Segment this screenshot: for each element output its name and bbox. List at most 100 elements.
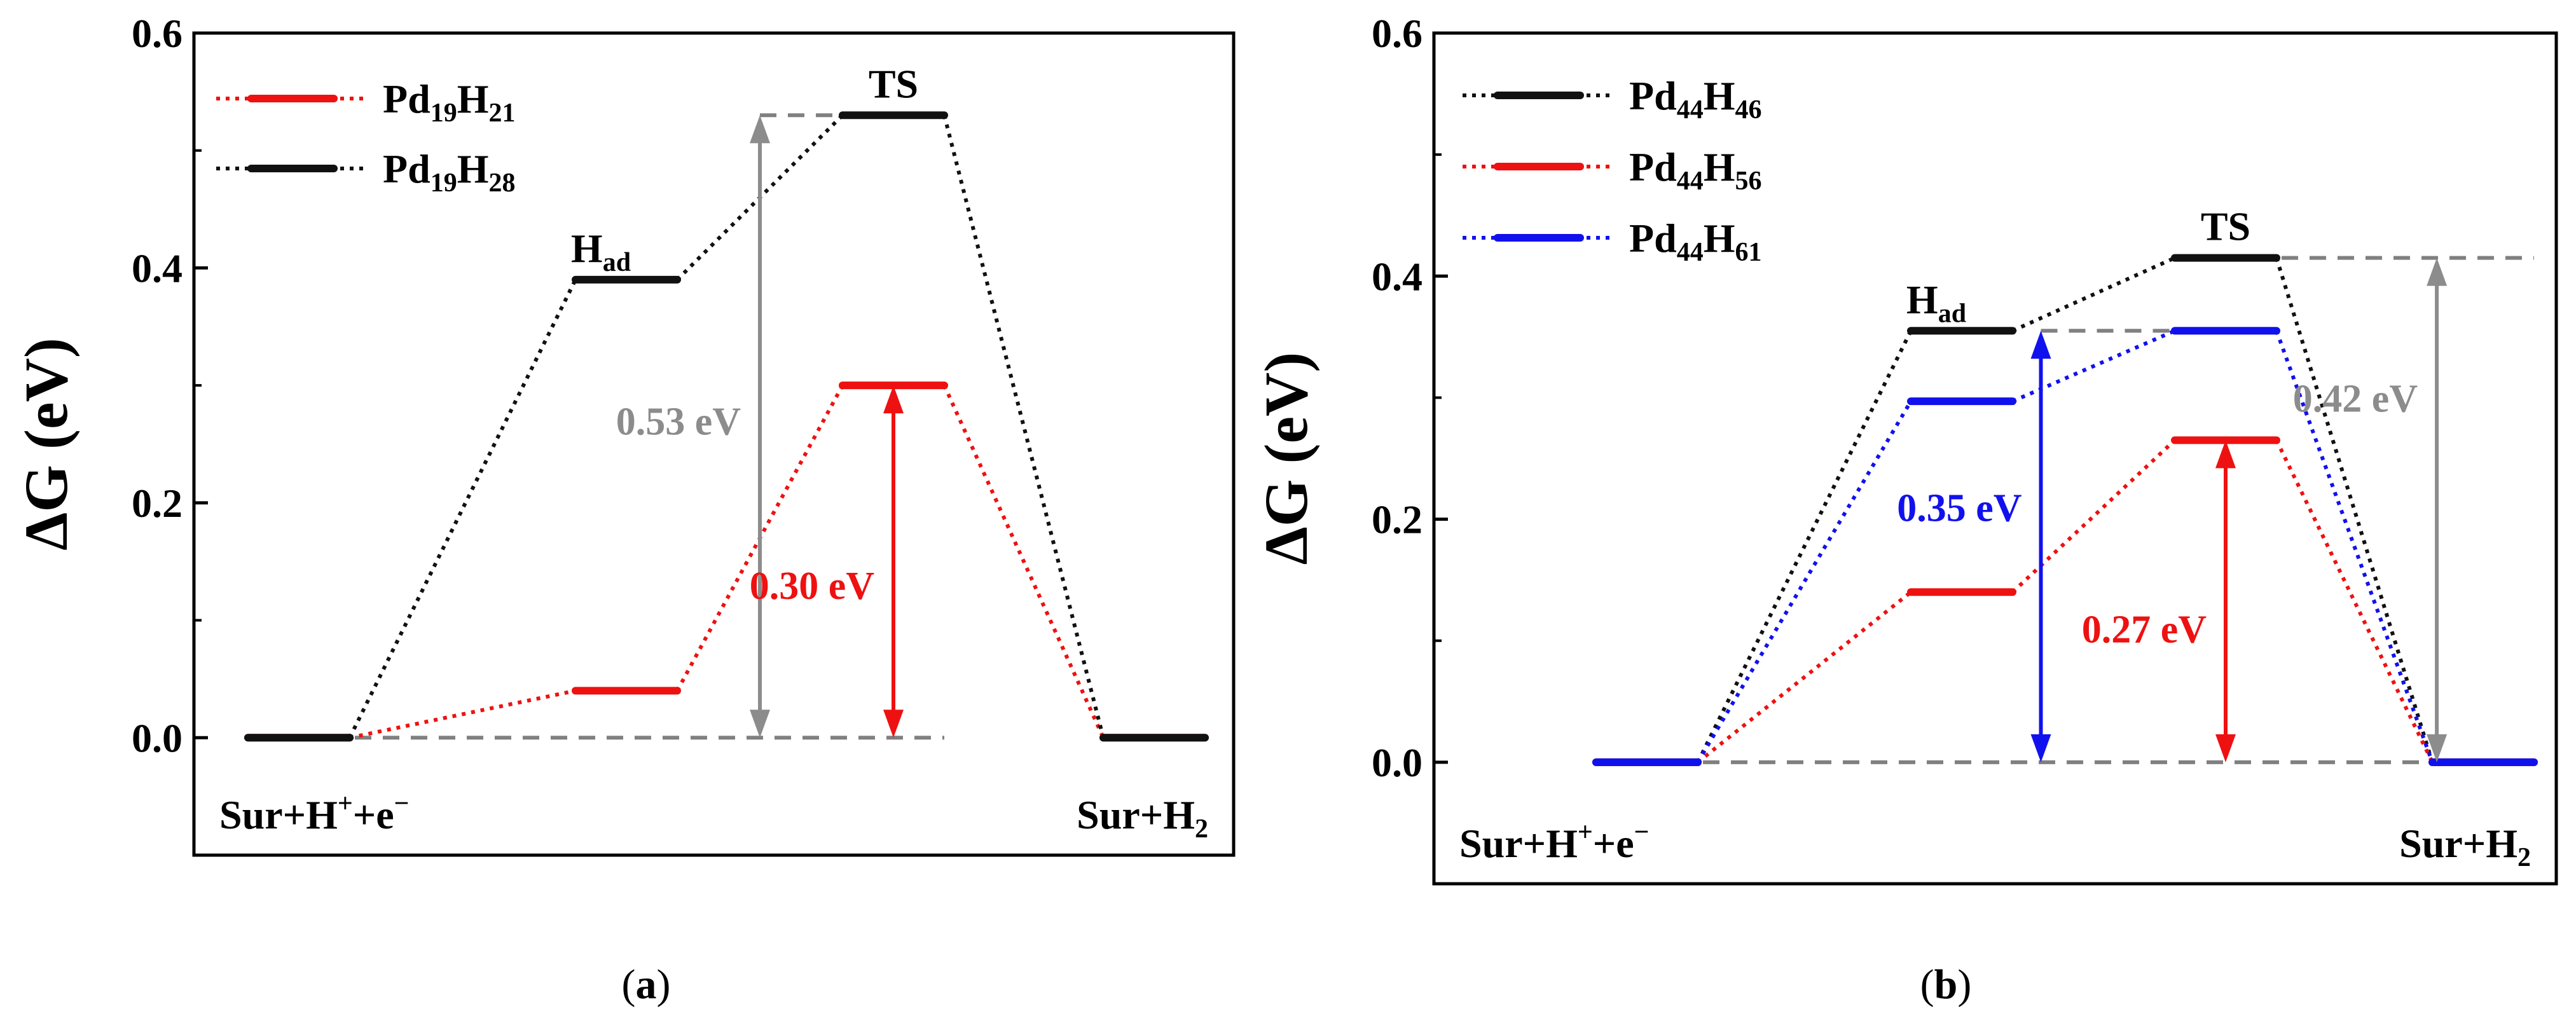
annotation-arrowhead-bottom xyxy=(750,710,770,738)
plot-frame xyxy=(1432,31,2558,886)
connector-Pd44H46 xyxy=(2275,257,2434,763)
annotation-label: 0.35 eV xyxy=(1897,486,2022,530)
state-label-initial-base: Sur+H xyxy=(219,792,338,837)
y-tick-label: 0.6 xyxy=(132,11,183,56)
panel-caption: (a) xyxy=(622,961,671,1008)
legend-label-sub1: 44 xyxy=(1677,238,1704,267)
state-label-initial: Sur+H++e− xyxy=(1459,818,1650,866)
legend-label-mid: H xyxy=(1704,216,1735,261)
state-label-had-sub: ad xyxy=(603,248,631,277)
legend-label-Pd19H28: Pd19H28 xyxy=(383,146,515,198)
connector-Pd44H46 xyxy=(1696,329,1913,764)
annotation-label: 0.30 eV xyxy=(750,565,875,608)
caption-close: ) xyxy=(657,961,671,1008)
legend-label-sub2: 46 xyxy=(1735,95,1761,125)
annotation-arrowhead-bottom xyxy=(883,710,904,738)
state-label-final: Sur+H2 xyxy=(2399,821,2531,872)
annotation-arrowhead-top xyxy=(2427,257,2448,286)
legend-label-sub1: 19 xyxy=(430,99,457,128)
annotation-arrowhead-bottom xyxy=(2215,734,2236,762)
annotation-label: 0.53 eV xyxy=(616,401,741,444)
legend-label-Pd44H56: Pd44H56 xyxy=(1629,144,1761,196)
state-label-initial-sup2: − xyxy=(1634,818,1650,847)
y-tick-label: 0.0 xyxy=(1372,740,1422,785)
state-label-final-sub: 2 xyxy=(2517,843,2531,872)
annotation-arrowhead-top xyxy=(750,115,770,144)
legend-label-sub2: 61 xyxy=(1735,238,1761,267)
state-label-initial-sup: + xyxy=(338,789,353,818)
caption-open: ( xyxy=(622,961,636,1008)
annotation-arrowhead-bottom xyxy=(2030,734,2051,762)
legend-label-mid: H xyxy=(1704,144,1735,189)
legend-label-base: Pd xyxy=(1629,216,1677,261)
state-label-initial: Sur+H++e− xyxy=(219,789,410,837)
connector-Pd44H56 xyxy=(2275,439,2434,764)
annotation-arrowhead-top xyxy=(2215,440,2236,469)
connector-Pd44H61 xyxy=(2011,329,2176,403)
plot-frame xyxy=(192,31,1236,857)
legend-label-Pd19H21: Pd19H21 xyxy=(383,76,515,128)
state-label-had-base: H xyxy=(571,226,603,271)
state-label-had: Had xyxy=(571,226,631,277)
y-tick-label: 0.0 xyxy=(132,715,183,760)
annotation-arrowhead-bottom xyxy=(2427,734,2448,762)
connector-Pd44H56 xyxy=(2011,439,2177,594)
connector-Pd44H61 xyxy=(2275,330,2434,763)
state-label-initial-base: Sur+H xyxy=(1459,821,1578,866)
y-tick-label: 0.2 xyxy=(132,481,183,526)
annotation-label: 0.42 eV xyxy=(2293,377,2418,420)
annotation-arrowhead-top xyxy=(883,385,904,414)
legend-label-sub1: 44 xyxy=(1677,167,1704,196)
legend-label-sub1: 44 xyxy=(1677,95,1704,125)
connector-Pd19H21 xyxy=(942,384,1105,739)
state-label-ts: TS xyxy=(2201,204,2250,249)
caption-open: ( xyxy=(1920,961,1934,1008)
connector-Pd19H28 xyxy=(942,114,1105,739)
state-label-initial-sup2: − xyxy=(394,789,410,818)
legend-label-Pd44H61: Pd44H61 xyxy=(1629,216,1761,267)
panel-caption: (b) xyxy=(1920,961,1972,1008)
state-label-had: Had xyxy=(1906,277,1966,328)
legend-label-sub2: 21 xyxy=(488,99,515,128)
legend-label-sub1: 19 xyxy=(430,168,457,198)
legend-label-mid: H xyxy=(1704,73,1735,118)
state-label-final-base: Sur+H xyxy=(1077,792,1195,837)
caption-letter: a xyxy=(636,961,657,1008)
y-axis-title: ΔG (eV) xyxy=(12,338,80,551)
state-label-final-sub: 2 xyxy=(1195,814,1208,844)
y-tick-label: 0.6 xyxy=(1372,11,1422,56)
annotation-arrowhead-top xyxy=(2030,331,2051,359)
connector-Pd44H56 xyxy=(1697,590,1912,764)
connector-Pd44H46 xyxy=(2011,256,2176,333)
connector-Pd44H61 xyxy=(1696,400,1913,764)
y-tick-label: 0.2 xyxy=(1372,497,1422,542)
state-label-had-base: H xyxy=(1906,277,1938,322)
caption-close: ) xyxy=(1957,961,1971,1008)
legend-label-base: Pd xyxy=(1629,144,1677,189)
caption-letter: b xyxy=(1934,961,1958,1008)
state-label-initial-sup: + xyxy=(1578,818,1593,847)
legend-label-Pd44H46: Pd44H46 xyxy=(1629,73,1761,125)
y-tick-label: 0.4 xyxy=(1372,254,1422,299)
y-axis-title: ΔG (eV) xyxy=(1252,352,1320,565)
state-label-initial-mid: +e xyxy=(353,792,394,837)
legend-label-base: Pd xyxy=(1629,73,1677,118)
legend-label-mid: H xyxy=(457,146,489,191)
state-label-had-sub: ad xyxy=(1938,299,1966,328)
y-tick-label: 0.4 xyxy=(132,245,183,291)
state-label-final-base: Sur+H xyxy=(2399,821,2517,866)
connector-Pd19H21 xyxy=(349,689,576,740)
annotation-label: 0.27 eV xyxy=(2082,608,2207,652)
state-label-ts: TS xyxy=(869,61,918,106)
chart-panel-b: 0.0 0.2 0.4 0.6 ΔG (eV) 0.35 eV 0.27 eV 0.42 eV… xyxy=(1252,11,2558,1008)
connector-Pd19H28 xyxy=(348,278,577,739)
legend-label-base: Pd xyxy=(383,146,430,191)
legend-label-mid: H xyxy=(457,76,489,121)
legend-label-base: Pd xyxy=(383,76,430,121)
chart-panel-a: 0.0 0.2 0.4 0.6 ΔG (eV) 0.53 eV 0.30 eV Had TS Su… xyxy=(12,11,1236,1008)
state-label-initial-mid: +e xyxy=(1593,821,1634,866)
legend-label-sub2: 28 xyxy=(488,168,515,198)
state-label-final: Sur+H2 xyxy=(1077,792,1208,844)
legend-label-sub2: 56 xyxy=(1735,167,1761,196)
